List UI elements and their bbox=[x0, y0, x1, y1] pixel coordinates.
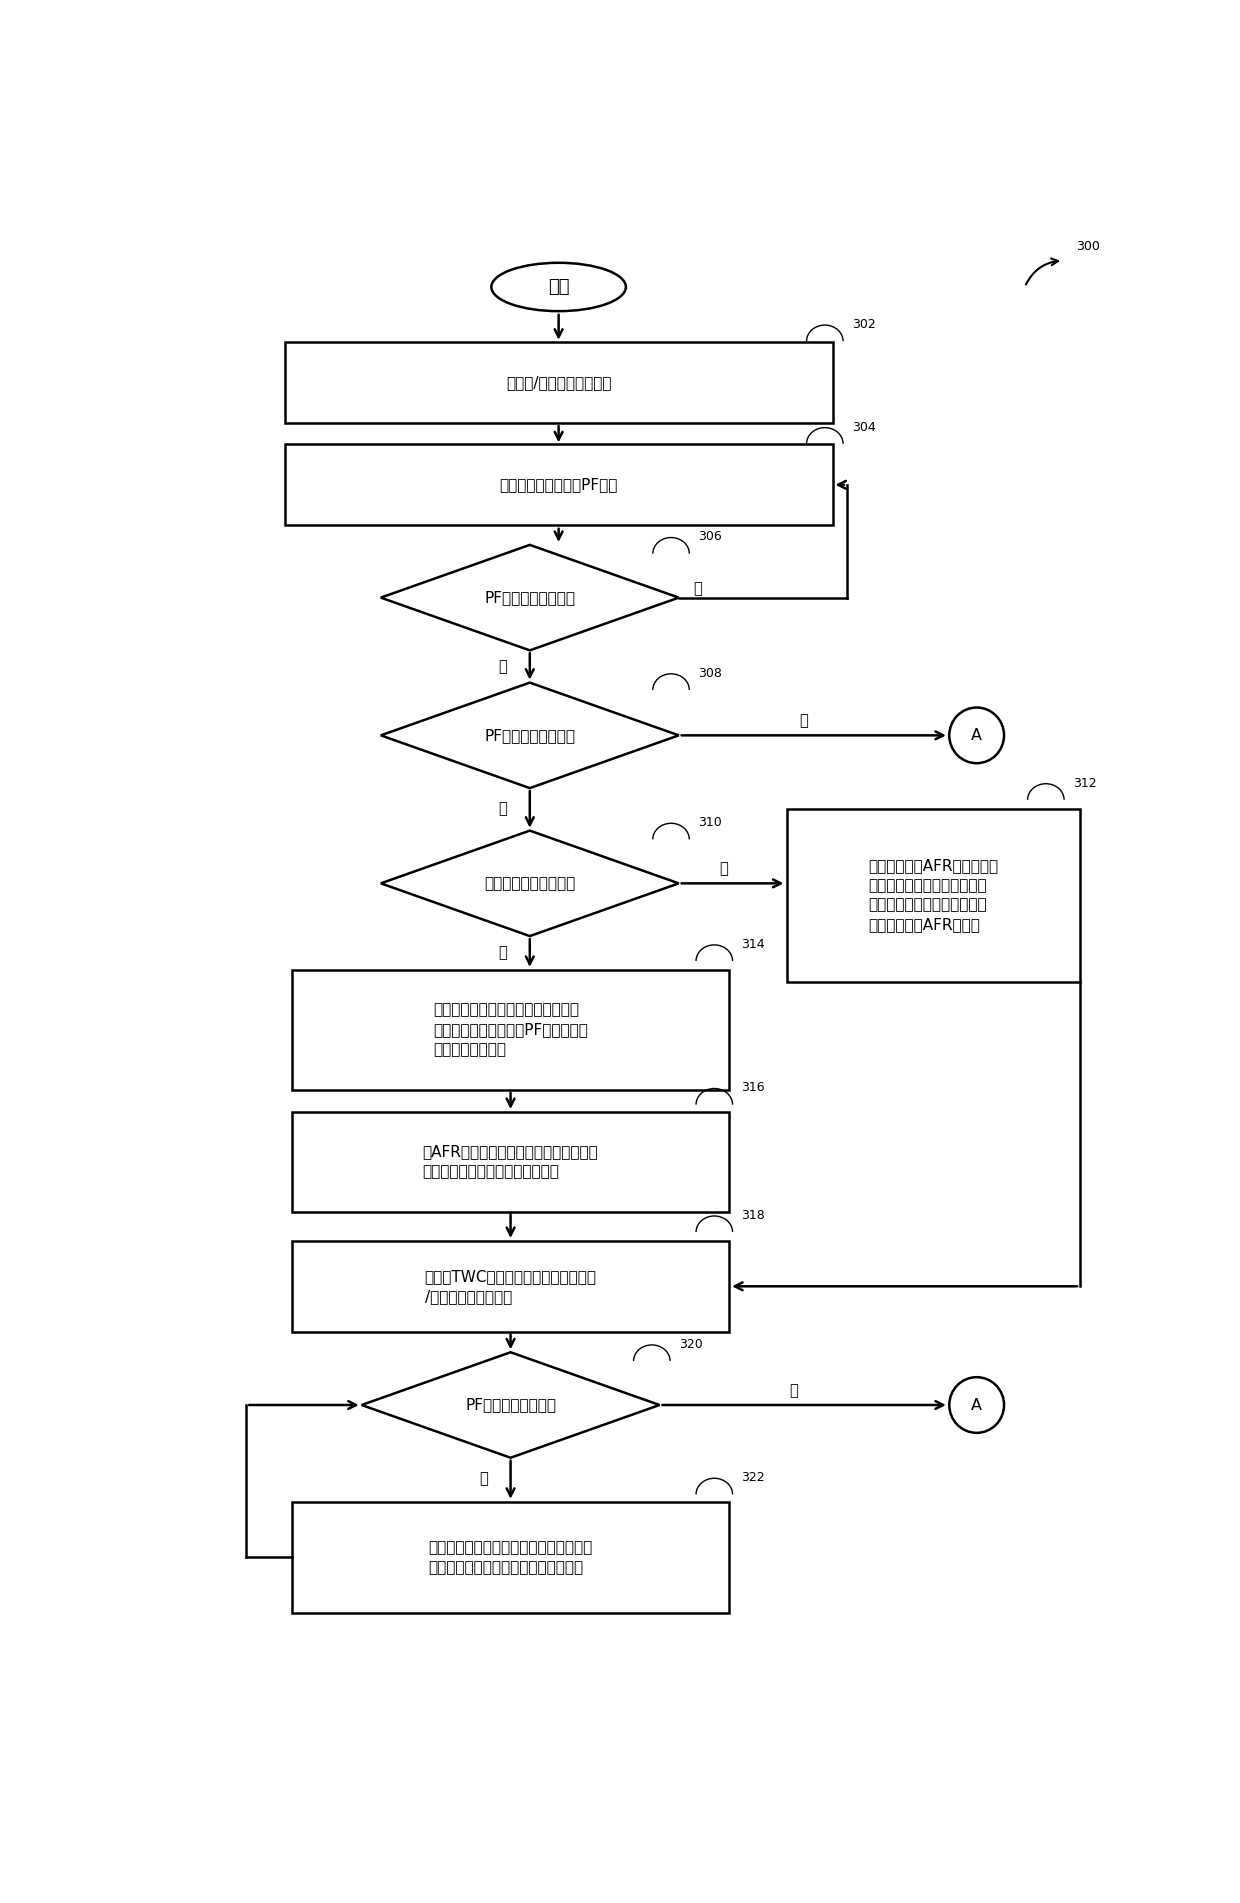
Ellipse shape bbox=[950, 1378, 1004, 1433]
Polygon shape bbox=[362, 1353, 660, 1458]
Text: PF负荷＞阈值负荷？: PF负荷＞阈值负荷？ bbox=[485, 590, 575, 605]
Text: 318: 318 bbox=[742, 1208, 765, 1222]
Polygon shape bbox=[381, 544, 678, 651]
Text: 否: 否 bbox=[498, 801, 507, 816]
Text: 320: 320 bbox=[678, 1338, 703, 1351]
Text: 否: 否 bbox=[480, 1471, 489, 1486]
Text: 扭矩需求＞阈值需求？: 扭矩需求＞阈值需求？ bbox=[484, 875, 575, 891]
Bar bbox=[291, 971, 729, 1090]
Text: 是: 是 bbox=[498, 944, 507, 959]
Text: A: A bbox=[971, 1397, 982, 1412]
Bar bbox=[291, 1501, 729, 1614]
Text: 是: 是 bbox=[800, 714, 808, 729]
Text: PF温度＞阈值温度？: PF温度＞阈值温度？ bbox=[485, 727, 575, 742]
Text: 306: 306 bbox=[698, 531, 722, 544]
Text: 开始: 开始 bbox=[548, 278, 569, 297]
Text: 如果需要，在AFR不平衡和延
迟火花的情况下操作气缸。基
于温度不足和当前质量流量调
节火花延迟和AFR不平衡: 如果需要，在AFR不平衡和延 迟火花的情况下操作气缸。基 于温度不足和当前质量流… bbox=[868, 858, 998, 932]
Text: 基于在TWC处的氧气突破调节不平衡和
/或排气以及燃料喷射: 基于在TWC处的氧气突破调节不平衡和 /或排气以及燃料喷射 bbox=[424, 1269, 596, 1304]
Text: 300: 300 bbox=[1075, 240, 1100, 253]
Text: 估计和/或测量发动机工况: 估计和/或测量发动机工况 bbox=[506, 375, 611, 390]
Text: 是: 是 bbox=[498, 658, 507, 674]
Text: 308: 308 bbox=[698, 666, 722, 679]
Text: 312: 312 bbox=[1073, 776, 1096, 790]
Bar bbox=[787, 809, 1080, 982]
Bar bbox=[291, 1111, 729, 1212]
Text: 经由电动马达旋转涡轮增压器。打开
废气门以将排气引导到PF，绕过涡轮
。延迟变速器降档: 经由电动马达旋转涡轮增压器。打开 废气门以将排气引导到PF，绕过涡轮 。延迟变速… bbox=[433, 1003, 588, 1058]
Ellipse shape bbox=[491, 263, 626, 312]
Text: 是: 是 bbox=[790, 1383, 799, 1399]
Text: 302: 302 bbox=[852, 318, 875, 331]
Bar bbox=[291, 1241, 729, 1332]
Ellipse shape bbox=[950, 708, 1004, 763]
Text: 310: 310 bbox=[698, 816, 722, 830]
Text: 314: 314 bbox=[742, 938, 765, 952]
Text: 322: 322 bbox=[742, 1471, 765, 1484]
Polygon shape bbox=[381, 830, 678, 936]
Bar bbox=[285, 343, 832, 422]
Text: 304: 304 bbox=[852, 421, 875, 434]
Text: 在AFR不平衡的情况下操作气缸。基于温
度不足和当前质量流量调节不平衡: 在AFR不平衡的情况下操作气缸。基于温 度不足和当前质量流量调节不平衡 bbox=[423, 1144, 599, 1180]
Text: 否: 否 bbox=[719, 862, 728, 875]
Text: PF温度＞阈值温度？: PF温度＞阈值温度？ bbox=[465, 1397, 556, 1412]
Text: 316: 316 bbox=[742, 1081, 765, 1094]
Text: 否: 否 bbox=[693, 580, 702, 596]
Bar bbox=[285, 445, 832, 525]
Text: 基于发动机工况估计PF负荷: 基于发动机工况估计PF负荷 bbox=[500, 478, 618, 493]
Text: 调节火花延迟。使用排气燃料喷射和排气
泵操作中的一个或多个以升高排气温度: 调节火花延迟。使用排气燃料喷射和排气 泵操作中的一个或多个以升高排气温度 bbox=[429, 1540, 593, 1576]
Polygon shape bbox=[381, 683, 678, 788]
Text: A: A bbox=[971, 727, 982, 742]
